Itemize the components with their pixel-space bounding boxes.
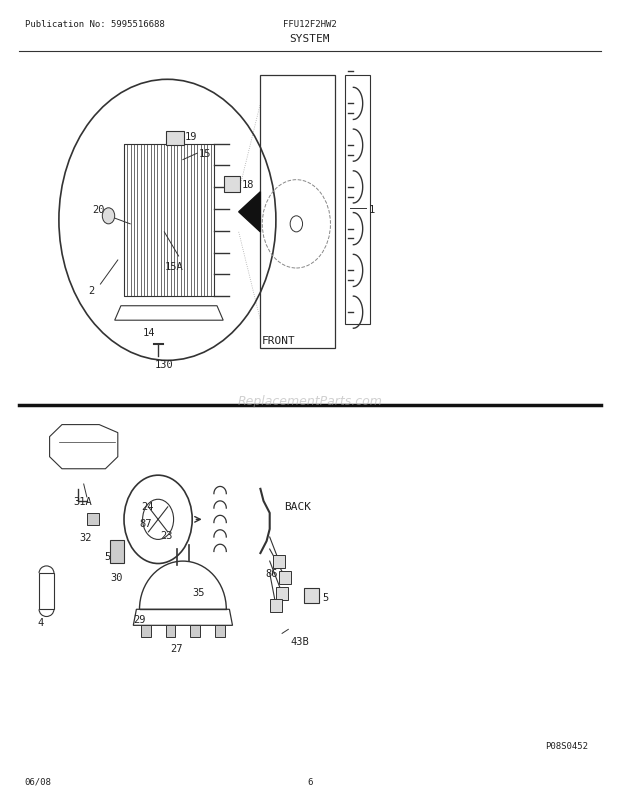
Text: 32: 32 [79, 533, 92, 542]
Text: 130: 130 [155, 359, 174, 369]
Text: 55: 55 [104, 552, 117, 561]
Bar [273, 555, 285, 568]
Text: FFU12F2HW2: FFU12F2HW2 [283, 20, 337, 29]
Text: 24: 24 [141, 502, 154, 512]
Bar [141, 626, 151, 638]
Text: 5: 5 [322, 593, 329, 602]
Text: 30: 30 [110, 572, 123, 581]
Bar [279, 571, 291, 584]
Text: 4: 4 [37, 618, 43, 627]
Bar [345, 76, 370, 325]
Bar [304, 589, 319, 603]
Text: BACK: BACK [284, 502, 311, 512]
Text: 86: 86 [265, 569, 278, 578]
Text: Publication No: 5995516688: Publication No: 5995516688 [25, 20, 164, 29]
Text: 15: 15 [198, 149, 211, 159]
Text: 06/08: 06/08 [25, 777, 51, 786]
Text: 23: 23 [160, 531, 172, 541]
Bar [215, 626, 225, 638]
Bar [190, 626, 200, 638]
Bar [124, 144, 214, 297]
Bar [166, 132, 184, 146]
Bar [110, 541, 124, 563]
Bar [166, 626, 175, 638]
Text: 20: 20 [92, 205, 104, 215]
Text: 6: 6 [308, 777, 312, 786]
Text: 2: 2 [89, 286, 95, 295]
Text: 1: 1 [368, 205, 374, 215]
Text: SYSTEM: SYSTEM [290, 34, 330, 43]
Text: 14: 14 [143, 327, 155, 337]
Text: 15A: 15A [164, 261, 183, 271]
Text: 87: 87 [139, 518, 151, 528]
Bar [270, 599, 282, 612]
Circle shape [102, 209, 115, 225]
Bar [260, 76, 335, 349]
Text: 35: 35 [192, 587, 205, 597]
Bar [39, 573, 54, 610]
Bar [224, 176, 240, 192]
Text: 18: 18 [242, 180, 254, 189]
Text: ReplacementParts.com: ReplacementParts.com [237, 395, 383, 407]
Bar [276, 587, 288, 600]
Text: 43B: 43B [290, 637, 309, 646]
Text: 19: 19 [185, 132, 197, 141]
Text: P08S0452: P08S0452 [546, 741, 588, 750]
Text: 29: 29 [133, 614, 146, 624]
Polygon shape [239, 192, 260, 233]
Text: 27: 27 [170, 643, 183, 653]
Text: FRONT: FRONT [262, 335, 296, 345]
Text: 31A: 31A [73, 496, 92, 506]
Bar [87, 513, 99, 525]
